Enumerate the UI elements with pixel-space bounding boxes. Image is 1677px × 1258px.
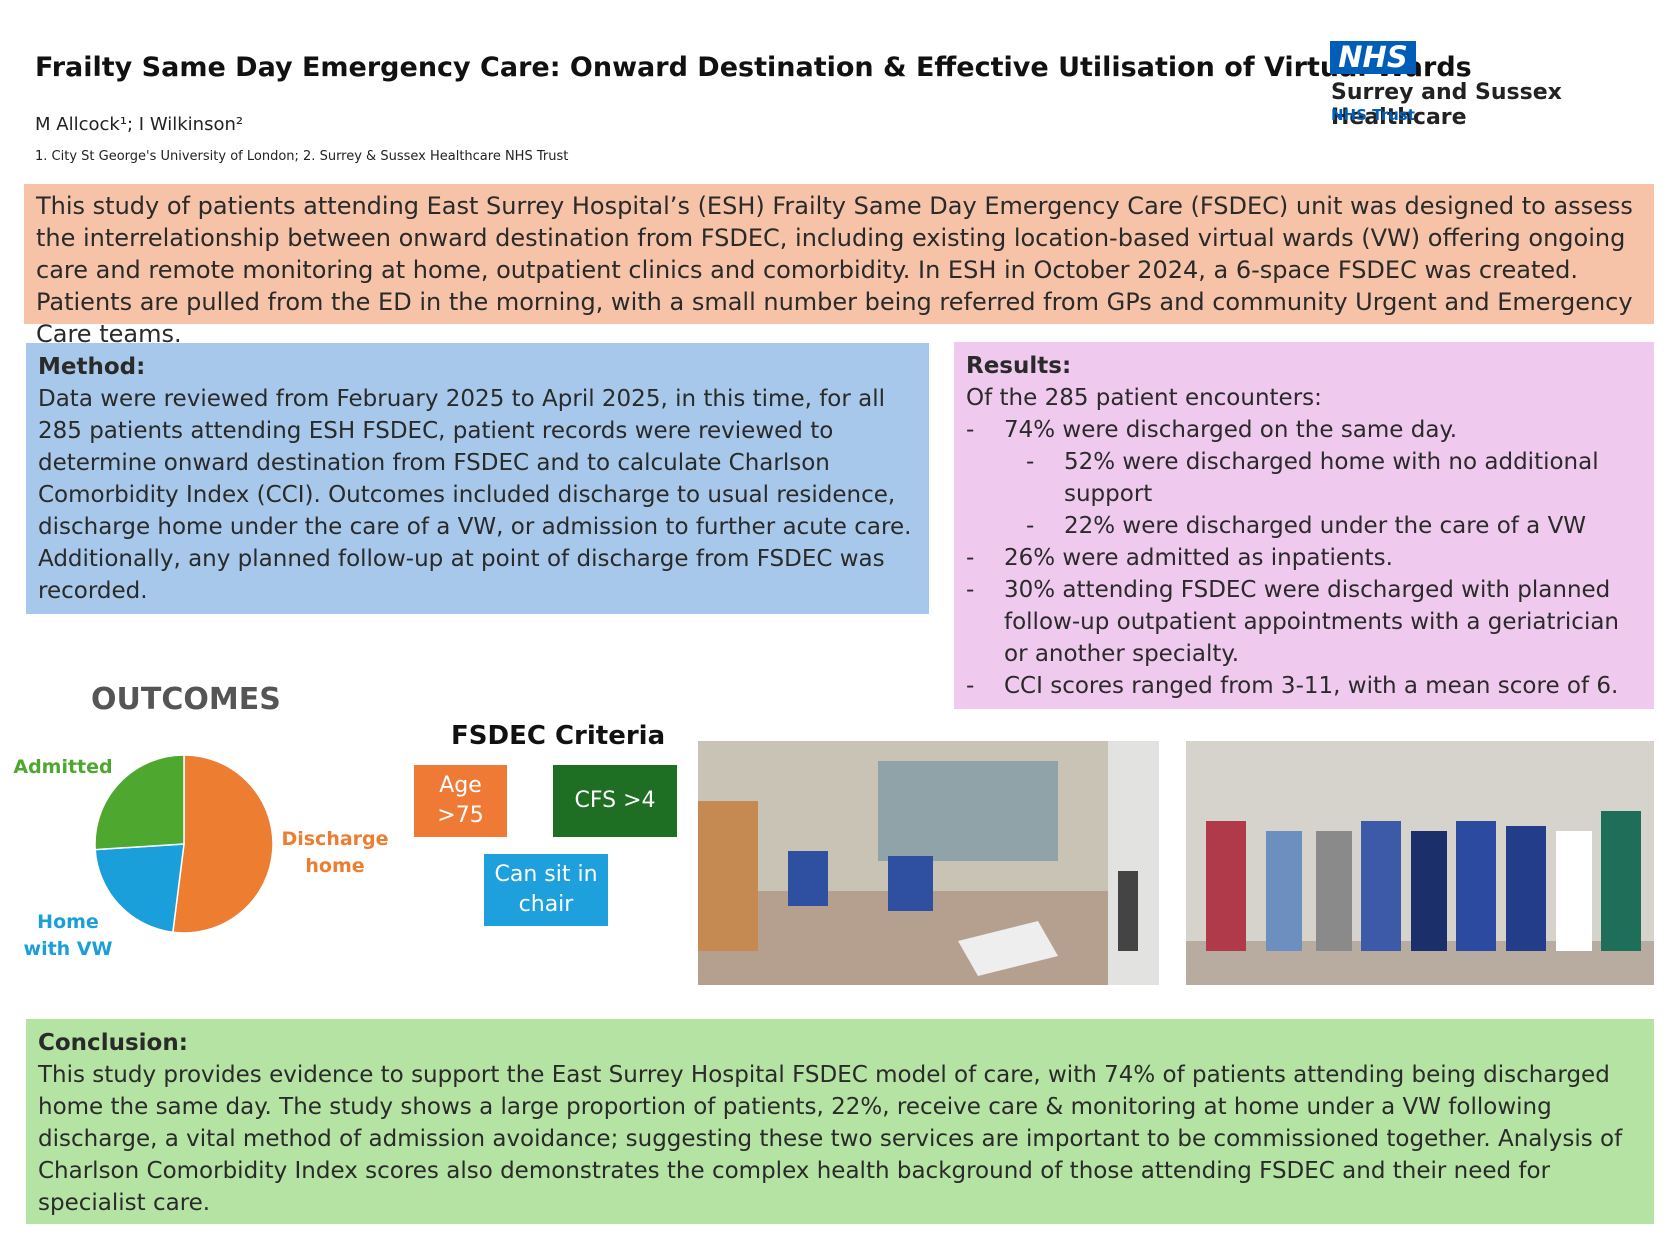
result-item: - 22% were discharged under the care of a…: [966, 510, 1642, 542]
trust-name: Surrey and Sussex Healthcare: [1331, 80, 1562, 130]
result-text: CCI scores ranged from 3-11, with a mean…: [1004, 673, 1619, 699]
bullet: -: [966, 577, 975, 603]
pie-label: Home with VW: [23, 911, 113, 960]
authors: M Allcock¹; I Wilkinson²: [35, 114, 244, 135]
criteria-title: FSDEC Criteria: [451, 721, 666, 751]
affiliations: 1. City St George's University of London…: [35, 149, 569, 164]
criteria-item: Age >75: [414, 765, 507, 837]
results-heading: Results:: [966, 353, 1072, 379]
team-photo: [1186, 741, 1654, 985]
method-heading: Method:: [38, 354, 146, 380]
conclusion: Conclusion: This study provides evidence…: [26, 1019, 1654, 1224]
result-text: 26% were admitted as inpatients.: [1004, 545, 1393, 571]
result-item: - 52% were discharged home with no additi…: [966, 446, 1642, 510]
chart-title: OUTCOMES: [91, 682, 281, 717]
nhs-logo: NHS: [1330, 41, 1416, 74]
method: Method: Data were reviewed from February…: [26, 343, 929, 614]
result-item: - 74% were discharged on the same day.: [966, 414, 1642, 446]
conclusion-text: This study provides evidence to support …: [38, 1062, 1623, 1216]
result-item: - CCI scores ranged from 3-11, with a mea…: [966, 670, 1642, 702]
pie-label: Discharge home: [281, 828, 389, 877]
title: Frailty Same Day Emergency Care: Onward …: [35, 52, 1472, 83]
intro: This study of patients attending East Su…: [24, 184, 1654, 348]
result-item: - 30% attending FSDEC were discharged wit…: [966, 574, 1642, 670]
conclusion-heading: Conclusion:: [38, 1030, 188, 1056]
ward-photo: [698, 741, 1159, 985]
method-text: Data were reviewed from February 2025 to…: [38, 386, 912, 604]
results-intro: Of the 285 patient encounters:: [966, 385, 1322, 411]
pie-chart: [94, 754, 274, 934]
pie-label: Admitted: [13, 756, 113, 778]
result-item: - 26% were admitted as inpatients.: [966, 542, 1642, 574]
result-text: 74% were discharged on the same day.: [1004, 417, 1458, 443]
bullet: -: [1026, 449, 1035, 475]
trust-subtitle: NHS Trust: [1331, 106, 1415, 124]
bullet: -: [966, 417, 975, 443]
pie-slice: [172, 754, 274, 934]
result-text: 22% were discharged under the care of a …: [1064, 513, 1587, 539]
bullet: -: [966, 673, 975, 699]
results-list: - 74% were discharged on the same day. - 52…: [966, 414, 1642, 702]
result-text: 52% were discharged home with no additio…: [1064, 449, 1599, 507]
criteria-item: CFS >4: [553, 765, 677, 837]
criteria-item: Can sit in chair: [484, 854, 608, 926]
result-text: 30% attending FSDEC were discharged with…: [1004, 577, 1620, 667]
bullet: -: [966, 545, 975, 571]
pie-slice: [94, 843, 185, 934]
bullet: -: [1026, 513, 1035, 539]
pie-slice: [94, 754, 185, 851]
results: Results: Of the 285 patient encounters: …: [954, 342, 1654, 709]
